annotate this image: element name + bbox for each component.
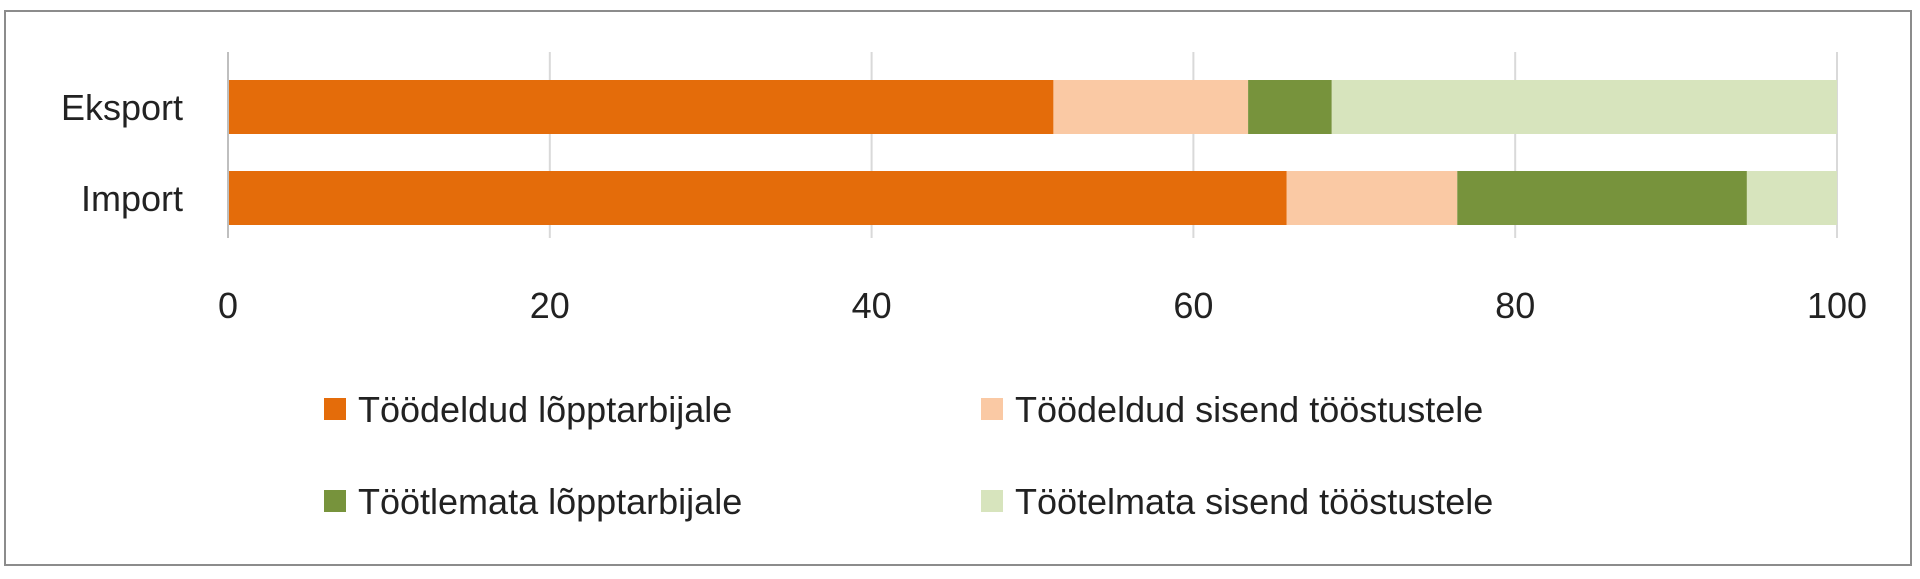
category-labels: Eksport Import [61,87,183,219]
bar-segment-eksport-2 [1053,80,1249,134]
x-tick-label: 0 [218,285,238,326]
legend-label: Töötelmata sisend tööstustele [1015,481,1493,522]
legend-label: Töödeldud lõpptarbijale [358,389,732,430]
tick-labels: 0 20 40 60 80 100 [218,285,1867,326]
x-tick-label: 60 [1173,285,1213,326]
legend-swatch [981,398,1003,420]
legend-swatch [324,398,346,420]
legend: Töödeldud lõpptarbijale Töödeldud sisend … [324,389,1493,522]
bar-segment-eksport-3 [1248,80,1332,134]
category-label: Eksport [61,87,183,128]
x-tick-label: 40 [852,285,892,326]
bar-segment-import-3 [1457,171,1747,225]
category-label: Import [81,178,183,219]
bar-segments [228,80,1837,225]
bar-segment-import-2 [1286,171,1458,225]
x-tick-label: 80 [1495,285,1535,326]
bar-segment-eksport-4 [1331,80,1837,134]
bar-segment-import-1 [228,171,1287,225]
legend-swatch [324,490,346,512]
bar-segment-eksport-1 [228,80,1054,134]
legend-swatch [981,490,1003,512]
x-tick-label: 20 [530,285,570,326]
legend-label: Töödeldud sisend tööstustele [1015,389,1483,430]
legend-label: Töötlemata lõpptarbijale [358,481,742,522]
x-tick-label: 100 [1807,285,1867,326]
bar-segment-import-4 [1746,171,1837,225]
